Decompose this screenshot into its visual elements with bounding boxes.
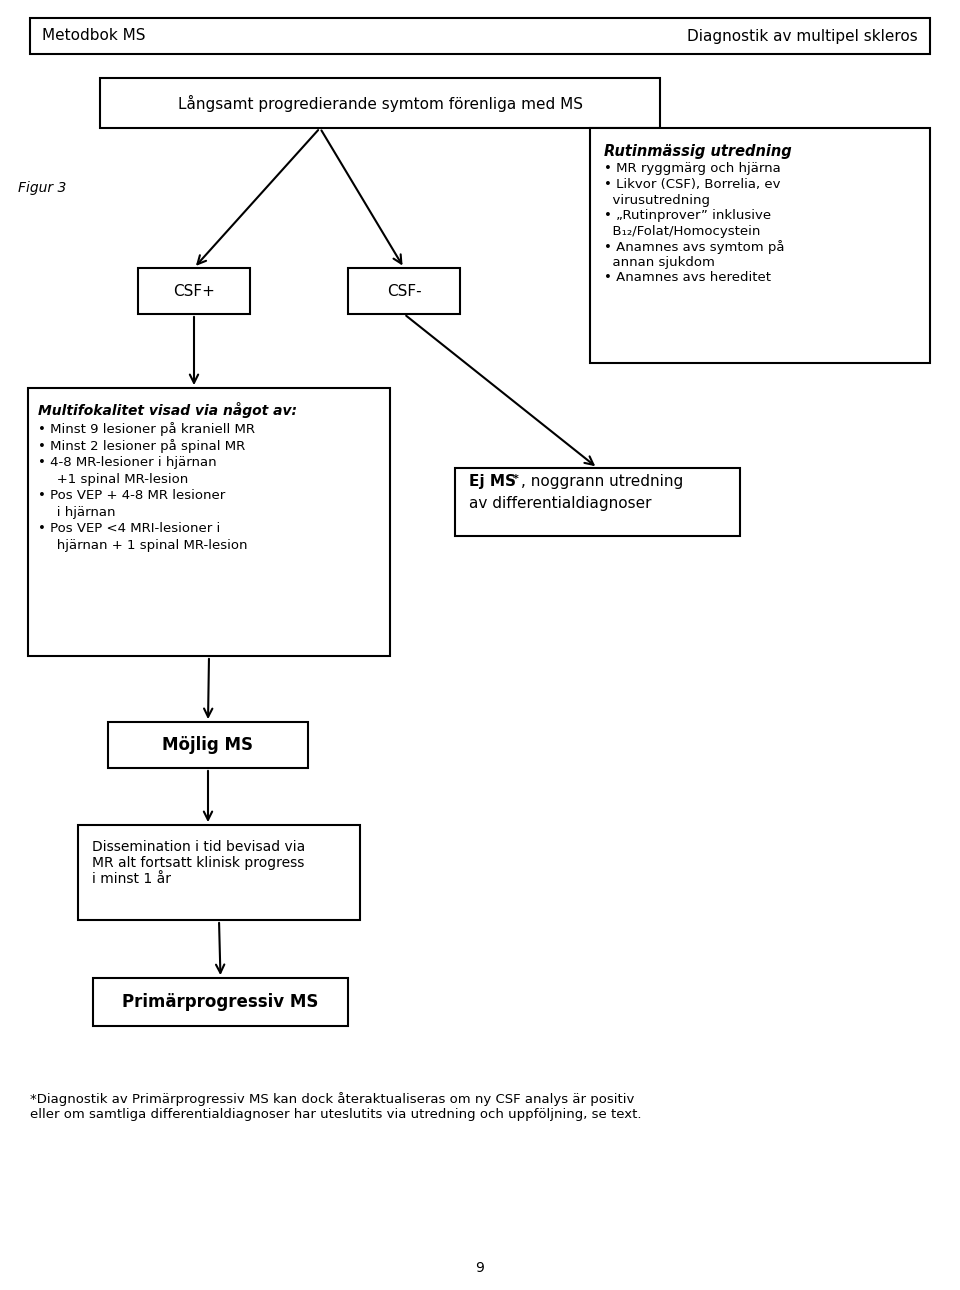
Text: • MR ryggmärg och hjärna: • MR ryggmärg och hjärna [604,163,780,175]
Text: , noggrann utredning: , noggrann utredning [521,473,684,489]
Text: • Likvor (CSF), Borrelia, ev: • Likvor (CSF), Borrelia, ev [604,178,780,191]
Text: Metodbok MS: Metodbok MS [42,28,146,44]
Text: *Diagnostik av Primärprogressiv MS kan dock återaktualiseras om ny CSF analys är: *Diagnostik av Primärprogressiv MS kan d… [30,1093,641,1121]
Text: virusutredning: virusutredning [604,194,710,206]
FancyBboxPatch shape [28,388,390,657]
FancyBboxPatch shape [348,268,460,313]
Text: +1 spinal MR-lesion: +1 spinal MR-lesion [44,473,188,486]
Text: av differentialdiagnoser: av differentialdiagnoser [469,495,652,511]
Text: *: * [513,473,518,484]
Text: Primärprogressiv MS: Primärprogressiv MS [122,993,319,1011]
FancyBboxPatch shape [78,826,360,920]
Text: • Anamnes avs symtom på: • Anamnes avs symtom på [604,240,784,254]
FancyBboxPatch shape [590,128,930,362]
Text: Rutinmässig utredning: Rutinmässig utredning [604,144,792,159]
FancyBboxPatch shape [138,268,250,313]
Text: • Pos VEP + 4-8 MR lesioner: • Pos VEP + 4-8 MR lesioner [38,489,226,502]
FancyBboxPatch shape [455,468,740,537]
Text: B₁₂/Folat/Homocystein: B₁₂/Folat/Homocystein [604,224,760,237]
Text: • Pos VEP <4 MRI-lesioner i: • Pos VEP <4 MRI-lesioner i [38,522,220,535]
Text: annan sjukdom: annan sjukdom [604,255,715,270]
Text: Möjlig MS: Möjlig MS [162,737,253,753]
FancyBboxPatch shape [100,77,660,128]
Text: CSF-: CSF- [387,284,421,298]
Text: hjärnan + 1 spinal MR-lesion: hjärnan + 1 spinal MR-lesion [44,539,248,552]
Text: Ej MS: Ej MS [469,473,516,489]
Text: CSF+: CSF+ [173,284,215,298]
Text: Långsamt progredierande symtom förenliga med MS: Långsamt progredierande symtom förenliga… [178,94,583,111]
Text: Dissemination i tid bevisad via
MR alt fortsatt klinisk progress
i minst 1 år: Dissemination i tid bevisad via MR alt f… [92,840,305,886]
Text: Figur 3: Figur 3 [18,181,66,195]
Text: • Anamnes avs hereditet: • Anamnes avs hereditet [604,271,771,284]
Text: 9: 9 [475,1262,485,1275]
FancyBboxPatch shape [30,18,930,54]
FancyBboxPatch shape [93,978,348,1026]
Text: • „Rutinprover” inklusive: • „Rutinprover” inklusive [604,209,771,222]
Text: • Minst 2 lesioner på spinal MR: • Minst 2 lesioner på spinal MR [38,439,245,453]
Text: • 4-8 MR-lesioner i hjärnan: • 4-8 MR-lesioner i hjärnan [38,455,217,470]
Text: i hjärnan: i hjärnan [44,506,115,519]
Text: Diagnostik av multipel skleros: Diagnostik av multipel skleros [687,28,918,44]
Text: Multifokalitet visad via något av:: Multifokalitet visad via något av: [38,402,297,418]
Text: • Minst 9 lesioner på kraniell MR: • Minst 9 lesioner på kraniell MR [38,422,255,436]
FancyBboxPatch shape [108,722,308,768]
